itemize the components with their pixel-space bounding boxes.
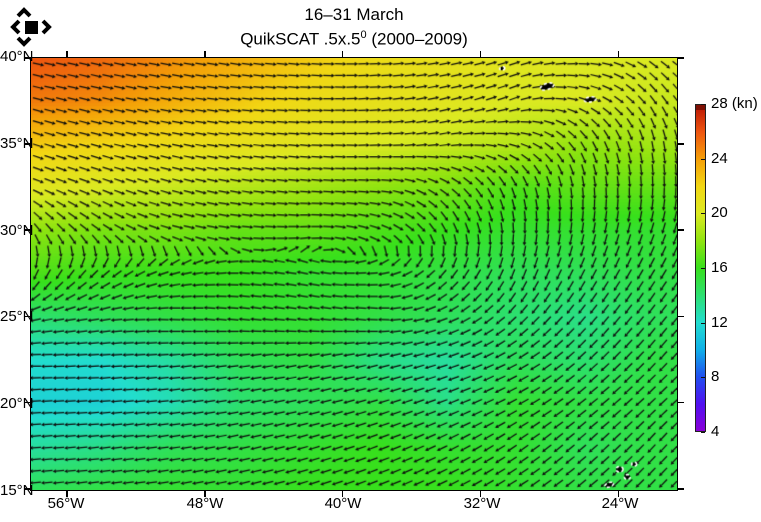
axis-tick xyxy=(24,57,30,59)
axis-tick xyxy=(678,488,684,490)
colorbar-tick xyxy=(701,158,705,160)
lat-label-20n: 20°N xyxy=(0,395,34,412)
lat-label-35n: 35°N xyxy=(0,135,34,152)
axis-tick xyxy=(24,229,30,231)
axis-tick xyxy=(617,491,620,497)
axis-tick xyxy=(479,51,482,57)
axis-tick xyxy=(24,315,30,318)
cbar-label-8: 8 xyxy=(711,368,720,385)
subtitle-superscript: 0 xyxy=(360,29,367,41)
lon-label-56w: 56°W xyxy=(47,495,85,512)
colorbar-tick xyxy=(701,377,705,379)
chart-title: 16–31 March xyxy=(304,5,404,24)
lat-label-15n: 15°N xyxy=(0,482,34,499)
lon-label-32w: 32°W xyxy=(463,495,501,512)
axis-tick xyxy=(204,51,206,57)
pan-up-chevron xyxy=(16,7,32,18)
axis-tick xyxy=(617,51,620,57)
colorbar-tick xyxy=(701,432,705,433)
wind-vector-field-canvas xyxy=(31,58,677,490)
axis-tick xyxy=(678,229,684,231)
axis-tick xyxy=(678,57,684,59)
pan-down-chevron xyxy=(16,36,32,47)
map-plot-area xyxy=(30,57,678,491)
lat-label-25n: 25°N xyxy=(0,308,34,325)
pan-move-icon[interactable] xyxy=(6,2,56,52)
colorbar-tick xyxy=(701,322,705,324)
wind-speed-colorbar xyxy=(695,104,706,432)
cbar-label-16: 16 xyxy=(711,259,728,276)
pan-icon-center-square xyxy=(25,21,38,34)
colorbar-tick xyxy=(701,268,705,269)
axis-tick xyxy=(24,488,30,490)
colorbar-tick xyxy=(701,104,705,105)
axis-tick xyxy=(24,401,30,404)
axis-tick xyxy=(66,491,68,497)
cbar-label-4: 4 xyxy=(711,423,720,440)
axis-tick xyxy=(678,315,684,318)
cbar-label-20: 20 xyxy=(711,204,728,221)
title-block: 16–31 March QuikSCAT .5x.50 (2000–2009) xyxy=(30,4,678,50)
axis-tick xyxy=(204,491,206,497)
colorbar-tick xyxy=(701,213,705,215)
cbar-label-12: 12 xyxy=(711,314,728,331)
lon-label-48w: 48°W xyxy=(186,495,224,512)
pan-left-chevron xyxy=(10,19,21,35)
cbar-label-28: 28 (kn) xyxy=(711,95,758,112)
subtitle-suffix: (2000–2009) xyxy=(366,29,468,49)
chart-subtitle: QuikSCAT .5x.50 (2000–2009) xyxy=(30,25,678,50)
pan-right-chevron xyxy=(41,19,52,35)
axis-tick xyxy=(341,51,344,57)
axis-tick xyxy=(678,401,684,404)
cbar-label-24: 24 xyxy=(711,150,728,167)
lat-label-40n: 40°N xyxy=(0,48,34,65)
lat-label-30n: 30°N xyxy=(0,222,34,239)
subtitle-prefix: QuikSCAT .5x.5 xyxy=(240,29,361,49)
axis-tick xyxy=(678,143,684,145)
axis-tick xyxy=(66,51,68,57)
lon-label-40w: 40°W xyxy=(324,495,362,512)
axis-tick xyxy=(341,491,344,497)
axis-tick xyxy=(479,491,482,497)
lon-label-24w: 24°W xyxy=(601,495,639,512)
axis-tick xyxy=(24,143,30,145)
